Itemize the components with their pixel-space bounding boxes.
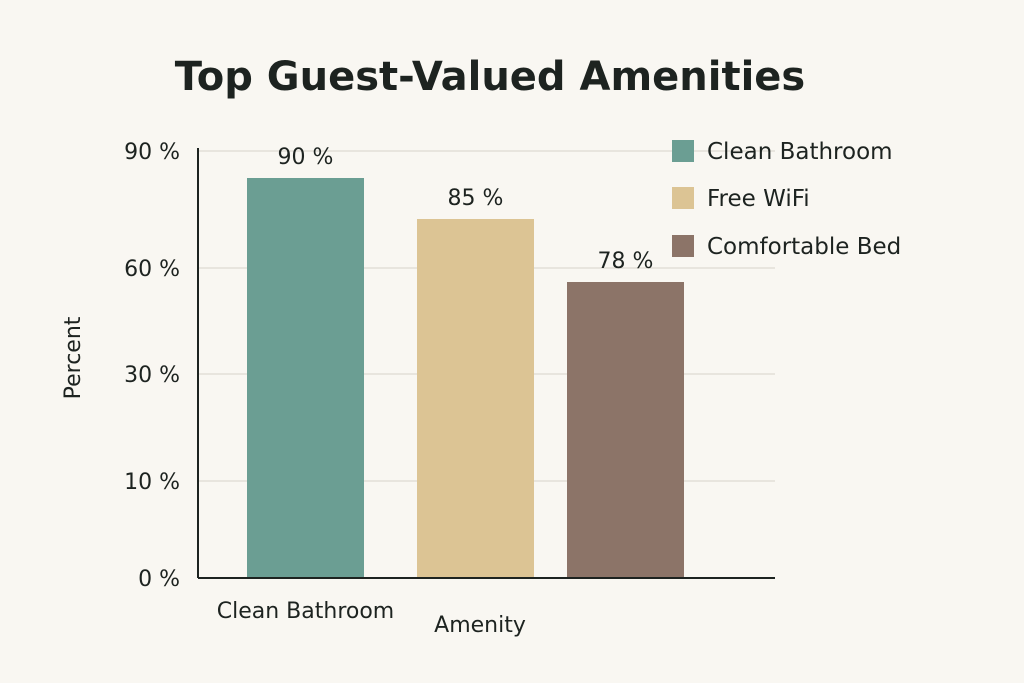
- legend-entry: Free WiFi: [707, 186, 810, 212]
- y-tick-label: 30 %: [124, 363, 180, 388]
- bar: [417, 219, 534, 578]
- bars: [247, 178, 684, 578]
- legend-swatch: [672, 235, 694, 257]
- y-tick-labels: 0 % 10 % 30 % 60 % 90 %: [124, 140, 180, 592]
- data-labels: 90 % 85 % 78 %: [278, 145, 654, 274]
- x-tick-label: Clean Bathroom: [217, 599, 394, 624]
- axes: [197, 148, 775, 579]
- x-axis-title: Amenity: [434, 613, 526, 638]
- chart-title: Top Guest-Valued Amenities: [175, 54, 805, 100]
- legend-swatch: [672, 187, 694, 209]
- y-tick-label: 0 %: [138, 567, 180, 592]
- legend-swatch: [672, 140, 694, 162]
- y-tick-label: 90 %: [124, 140, 180, 165]
- legend-entry: Clean Bathroom: [707, 139, 893, 165]
- bar: [247, 178, 364, 578]
- bar: [567, 282, 684, 578]
- y-tick-label: 60 %: [124, 257, 180, 282]
- data-label: 78 %: [598, 249, 654, 274]
- data-label: 90 %: [278, 145, 334, 170]
- x-tick-labels: Clean Bathroom: [217, 599, 394, 624]
- legend: Clean Bathroom Free WiFi Comfortable Bed: [672, 139, 901, 260]
- y-tick-label: 10 %: [124, 470, 180, 495]
- legend-entry: Comfortable Bed: [707, 234, 901, 260]
- y-axis-title: Percent: [61, 316, 86, 399]
- data-label: 85 %: [448, 186, 504, 211]
